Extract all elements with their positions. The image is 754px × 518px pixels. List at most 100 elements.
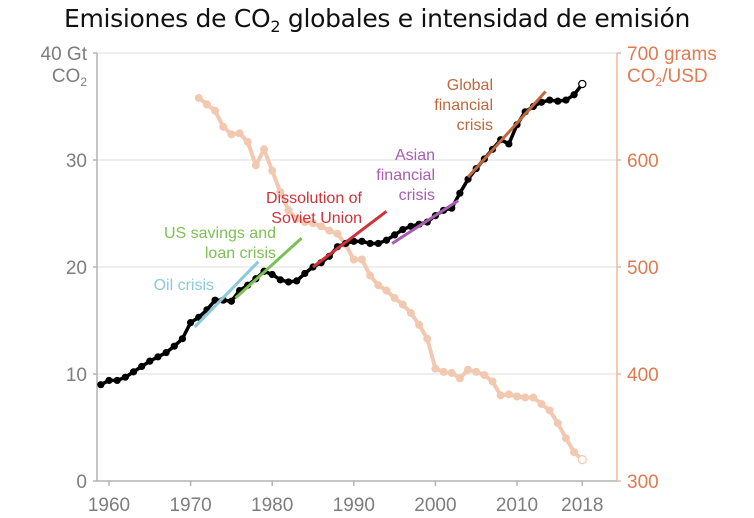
emissions-point: [227, 297, 235, 305]
left-axis-title: 40 Gt: [41, 44, 88, 65]
intensity-point: [415, 320, 424, 329]
x-tick-label: 1990: [333, 495, 375, 516]
intensity-point: [211, 106, 220, 115]
intensity-point: [194, 93, 203, 102]
chart-title-rest: globales e intensidad de emisión: [280, 4, 691, 33]
emissions-point: [293, 277, 301, 285]
emissions-point: [391, 231, 399, 239]
emissions-point: [456, 189, 464, 197]
intensity-point: [260, 145, 269, 154]
emissions-point: [546, 96, 554, 104]
right-axis-unit-text: CO: [627, 66, 656, 87]
intensity-point: [219, 122, 228, 131]
emissions-point: [97, 381, 105, 389]
emissions-point: [578, 79, 587, 89]
emissions-point: [407, 222, 415, 230]
intensity-point: [464, 365, 473, 374]
intensity-point: [545, 406, 554, 415]
left-tick-label: 10: [66, 365, 87, 386]
intensity-point: [292, 214, 301, 223]
trend-line: [391, 199, 460, 245]
intensity-point: [382, 286, 391, 295]
x-tick-label: 2000: [414, 495, 456, 516]
emissions-point: [268, 270, 276, 279]
emissions-point: [113, 376, 121, 385]
annotation-label: US savings and: [164, 225, 276, 242]
intensity-point: [227, 130, 236, 139]
intensity-point: [366, 271, 375, 280]
emissions-point: [554, 97, 562, 105]
annotation-labels: Oil crisis US savings and loan crisis Disso…: [154, 77, 493, 294]
intensity-point: [480, 371, 489, 380]
emissions-point: [399, 225, 407, 234]
annotation-label: crisis: [399, 187, 435, 204]
intensity-point: [235, 129, 244, 138]
emissions-point: [105, 376, 113, 385]
emissions-point: [178, 335, 187, 343]
trend-line: [234, 236, 303, 300]
emissions-point: [211, 296, 219, 304]
emissions-point: [505, 140, 513, 148]
annotation-label: Dissolution of: [266, 190, 363, 207]
x-tick-label: 2018: [561, 495, 603, 516]
emissions-point: [570, 91, 578, 99]
intensity-point: [243, 137, 252, 146]
annotation-label: financial: [376, 167, 435, 184]
left-tick-label: 0: [76, 472, 87, 493]
right-axis-unit-suffix: /USD: [662, 66, 707, 87]
intensity-point: [251, 161, 260, 170]
intensity-point: [537, 399, 546, 408]
annotation-label: Global: [447, 77, 493, 94]
intensity-point: [439, 367, 448, 376]
intensity-point: [374, 281, 383, 290]
intensity-point: [553, 419, 562, 428]
emissions-point: [162, 349, 170, 357]
intensity-point: [276, 188, 285, 197]
intensity-point: [357, 255, 366, 264]
intensity-point: [317, 222, 326, 231]
annotation-label: Asian: [395, 147, 435, 164]
annotation-label: loan crisis: [205, 245, 276, 262]
trend-lines: [193, 90, 547, 328]
emissions-point: [154, 353, 162, 361]
intensity-point: [455, 374, 464, 383]
intensity-series: [194, 93, 587, 465]
x-tick-label: 1960: [88, 495, 130, 516]
emissions-point: [537, 98, 546, 106]
annotation-label: Soviet Union: [271, 210, 362, 227]
intensity-point: [529, 393, 538, 402]
intensity-point: [309, 219, 317, 228]
emissions-point: [350, 237, 358, 245]
intensity-point: [325, 226, 334, 235]
x-tick-label: 2010: [496, 495, 538, 516]
intensity-point: [561, 434, 570, 443]
intensity-point: [268, 166, 277, 175]
intensity-point: [406, 309, 415, 318]
intensity-point: [349, 255, 358, 264]
intensity-point: [577, 455, 587, 465]
emissions-point: [146, 357, 154, 365]
emissions-point: [382, 236, 391, 244]
intensity-point: [488, 377, 497, 386]
emissions-point: [187, 319, 195, 327]
emissions-point: [358, 237, 366, 245]
chart-title-main: Emisiones de CO: [63, 4, 271, 33]
annotation-label: financial: [434, 97, 493, 114]
emissions-point: [138, 362, 146, 371]
emissions-point: [366, 239, 374, 248]
right-axis-unit: CO2/USD: [627, 66, 708, 89]
intensity-point: [333, 229, 342, 238]
intensity-point: [390, 294, 399, 303]
x-tick-label: 1980: [251, 495, 293, 516]
intensity-point: [472, 367, 481, 376]
emissions-point: [284, 278, 293, 286]
left-axis-unit: CO2: [52, 66, 88, 89]
intensity-point: [504, 390, 513, 399]
emissions-point: [374, 239, 382, 248]
intensity-point: [570, 448, 579, 457]
left-axis-unit-subscript: 2: [80, 75, 87, 89]
emissions-point: [276, 276, 284, 284]
annotation-label: Oil crisis: [154, 277, 214, 294]
